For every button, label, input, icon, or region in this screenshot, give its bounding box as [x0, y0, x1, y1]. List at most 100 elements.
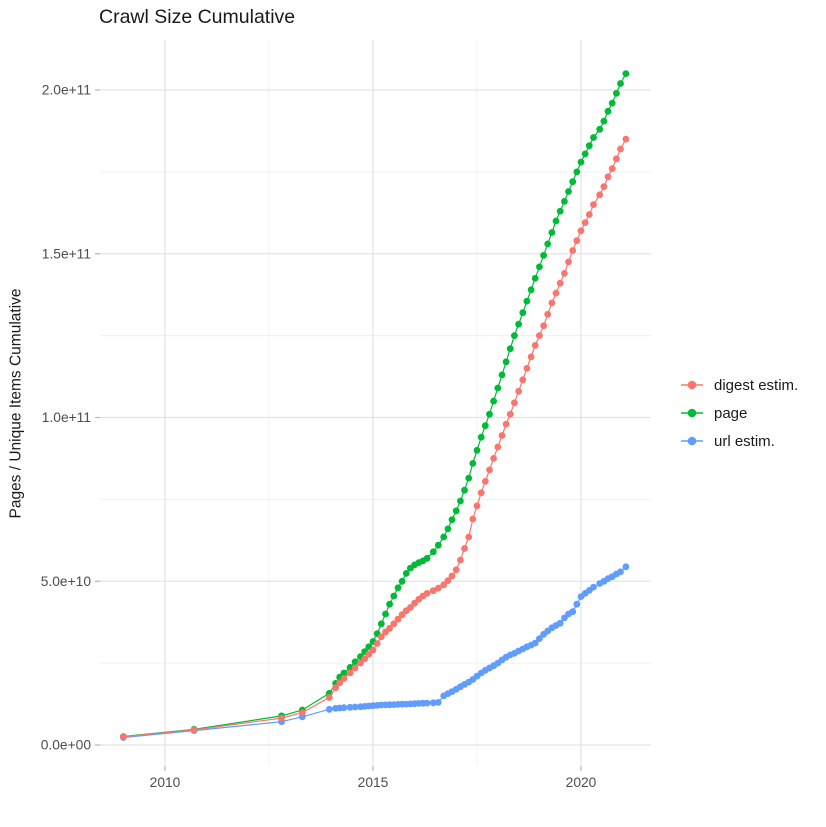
data-point	[596, 191, 604, 199]
data-point	[346, 664, 354, 671]
data-point	[465, 474, 473, 482]
data-point	[573, 168, 581, 176]
data-point	[613, 89, 620, 97]
data-point	[596, 125, 604, 133]
data-point	[511, 332, 518, 339]
data-point	[622, 70, 630, 77]
data-point	[190, 726, 198, 734]
data-point	[120, 733, 127, 741]
data-point	[461, 486, 468, 494]
data-point	[498, 371, 506, 379]
data-point	[377, 620, 385, 628]
x-tick-label: 2015	[358, 775, 389, 790]
data-point	[590, 134, 597, 141]
legend-label: page	[714, 404, 748, 422]
data-point	[556, 619, 564, 627]
data-point	[361, 655, 369, 663]
data-point	[585, 142, 593, 150]
data-point	[434, 584, 442, 592]
data-point	[473, 502, 481, 510]
data-point	[481, 478, 489, 485]
data-point	[325, 705, 333, 713]
data-point	[377, 633, 385, 641]
data-point	[523, 365, 531, 372]
data-point	[298, 709, 306, 716]
data-point	[351, 658, 359, 666]
legend-key-icon	[681, 380, 703, 390]
data-point	[357, 659, 364, 667]
data-point	[523, 297, 531, 305]
data-point	[490, 397, 497, 405]
data-point	[561, 270, 568, 277]
data-point	[394, 615, 402, 623]
data-point	[590, 201, 597, 209]
data-point	[552, 289, 560, 297]
data-point	[604, 107, 612, 115]
data-point	[556, 279, 564, 287]
data-point	[332, 684, 339, 692]
data-point	[527, 286, 535, 294]
data-point	[434, 699, 442, 706]
data-point	[515, 320, 522, 328]
legend-key-icon	[681, 408, 703, 418]
data-point	[461, 545, 468, 552]
data-point	[440, 581, 448, 589]
data-point	[544, 240, 552, 248]
data-point	[573, 237, 581, 245]
data-point	[536, 263, 543, 271]
data-point	[365, 650, 373, 658]
legend-item: page	[680, 404, 798, 422]
data-point	[506, 410, 514, 418]
data-point	[346, 703, 354, 711]
data-point	[434, 541, 442, 549]
data-point	[569, 247, 577, 254]
data-point	[448, 516, 456, 524]
data-point	[429, 699, 437, 707]
data-point	[604, 173, 612, 181]
legend-label: url estim.	[714, 432, 775, 450]
data-point	[577, 158, 585, 166]
data-point	[469, 515, 477, 523]
data-point	[531, 274, 539, 282]
data-point	[519, 309, 527, 317]
data-point	[552, 217, 560, 225]
data-point	[608, 99, 616, 107]
data-point	[494, 443, 502, 451]
data-point	[556, 207, 564, 215]
data-point	[340, 675, 348, 682]
legend-item: digest estim.	[680, 376, 798, 394]
data-point	[600, 183, 608, 191]
data-point	[382, 610, 389, 618]
data-point	[561, 198, 568, 205]
data-point	[444, 577, 452, 584]
data-point	[340, 669, 348, 677]
legend: digest estim. page url estim.	[680, 376, 798, 460]
data-point	[402, 570, 410, 577]
data-point	[429, 587, 437, 595]
data-point	[490, 455, 497, 462]
data-point	[608, 165, 616, 173]
data-point	[386, 600, 393, 608]
data-point	[336, 679, 344, 687]
data-point	[494, 384, 502, 392]
data-point	[548, 229, 556, 236]
data-point	[444, 525, 452, 533]
data-point	[369, 646, 377, 654]
data-point	[452, 507, 460, 515]
data-point	[511, 399, 518, 407]
data-point	[581, 219, 589, 227]
x-tick-label: 2010	[150, 775, 181, 790]
data-point	[498, 432, 506, 439]
data-point	[325, 694, 333, 701]
y-tick-label: 1.5e+11	[42, 246, 91, 261]
data-point	[515, 387, 522, 395]
data-point	[548, 299, 556, 307]
data-point	[457, 497, 464, 505]
data-point	[278, 714, 285, 722]
data-point	[544, 310, 552, 318]
data-point	[617, 145, 624, 153]
data-point	[486, 410, 493, 418]
data-point	[473, 446, 481, 454]
data-point	[540, 252, 547, 259]
